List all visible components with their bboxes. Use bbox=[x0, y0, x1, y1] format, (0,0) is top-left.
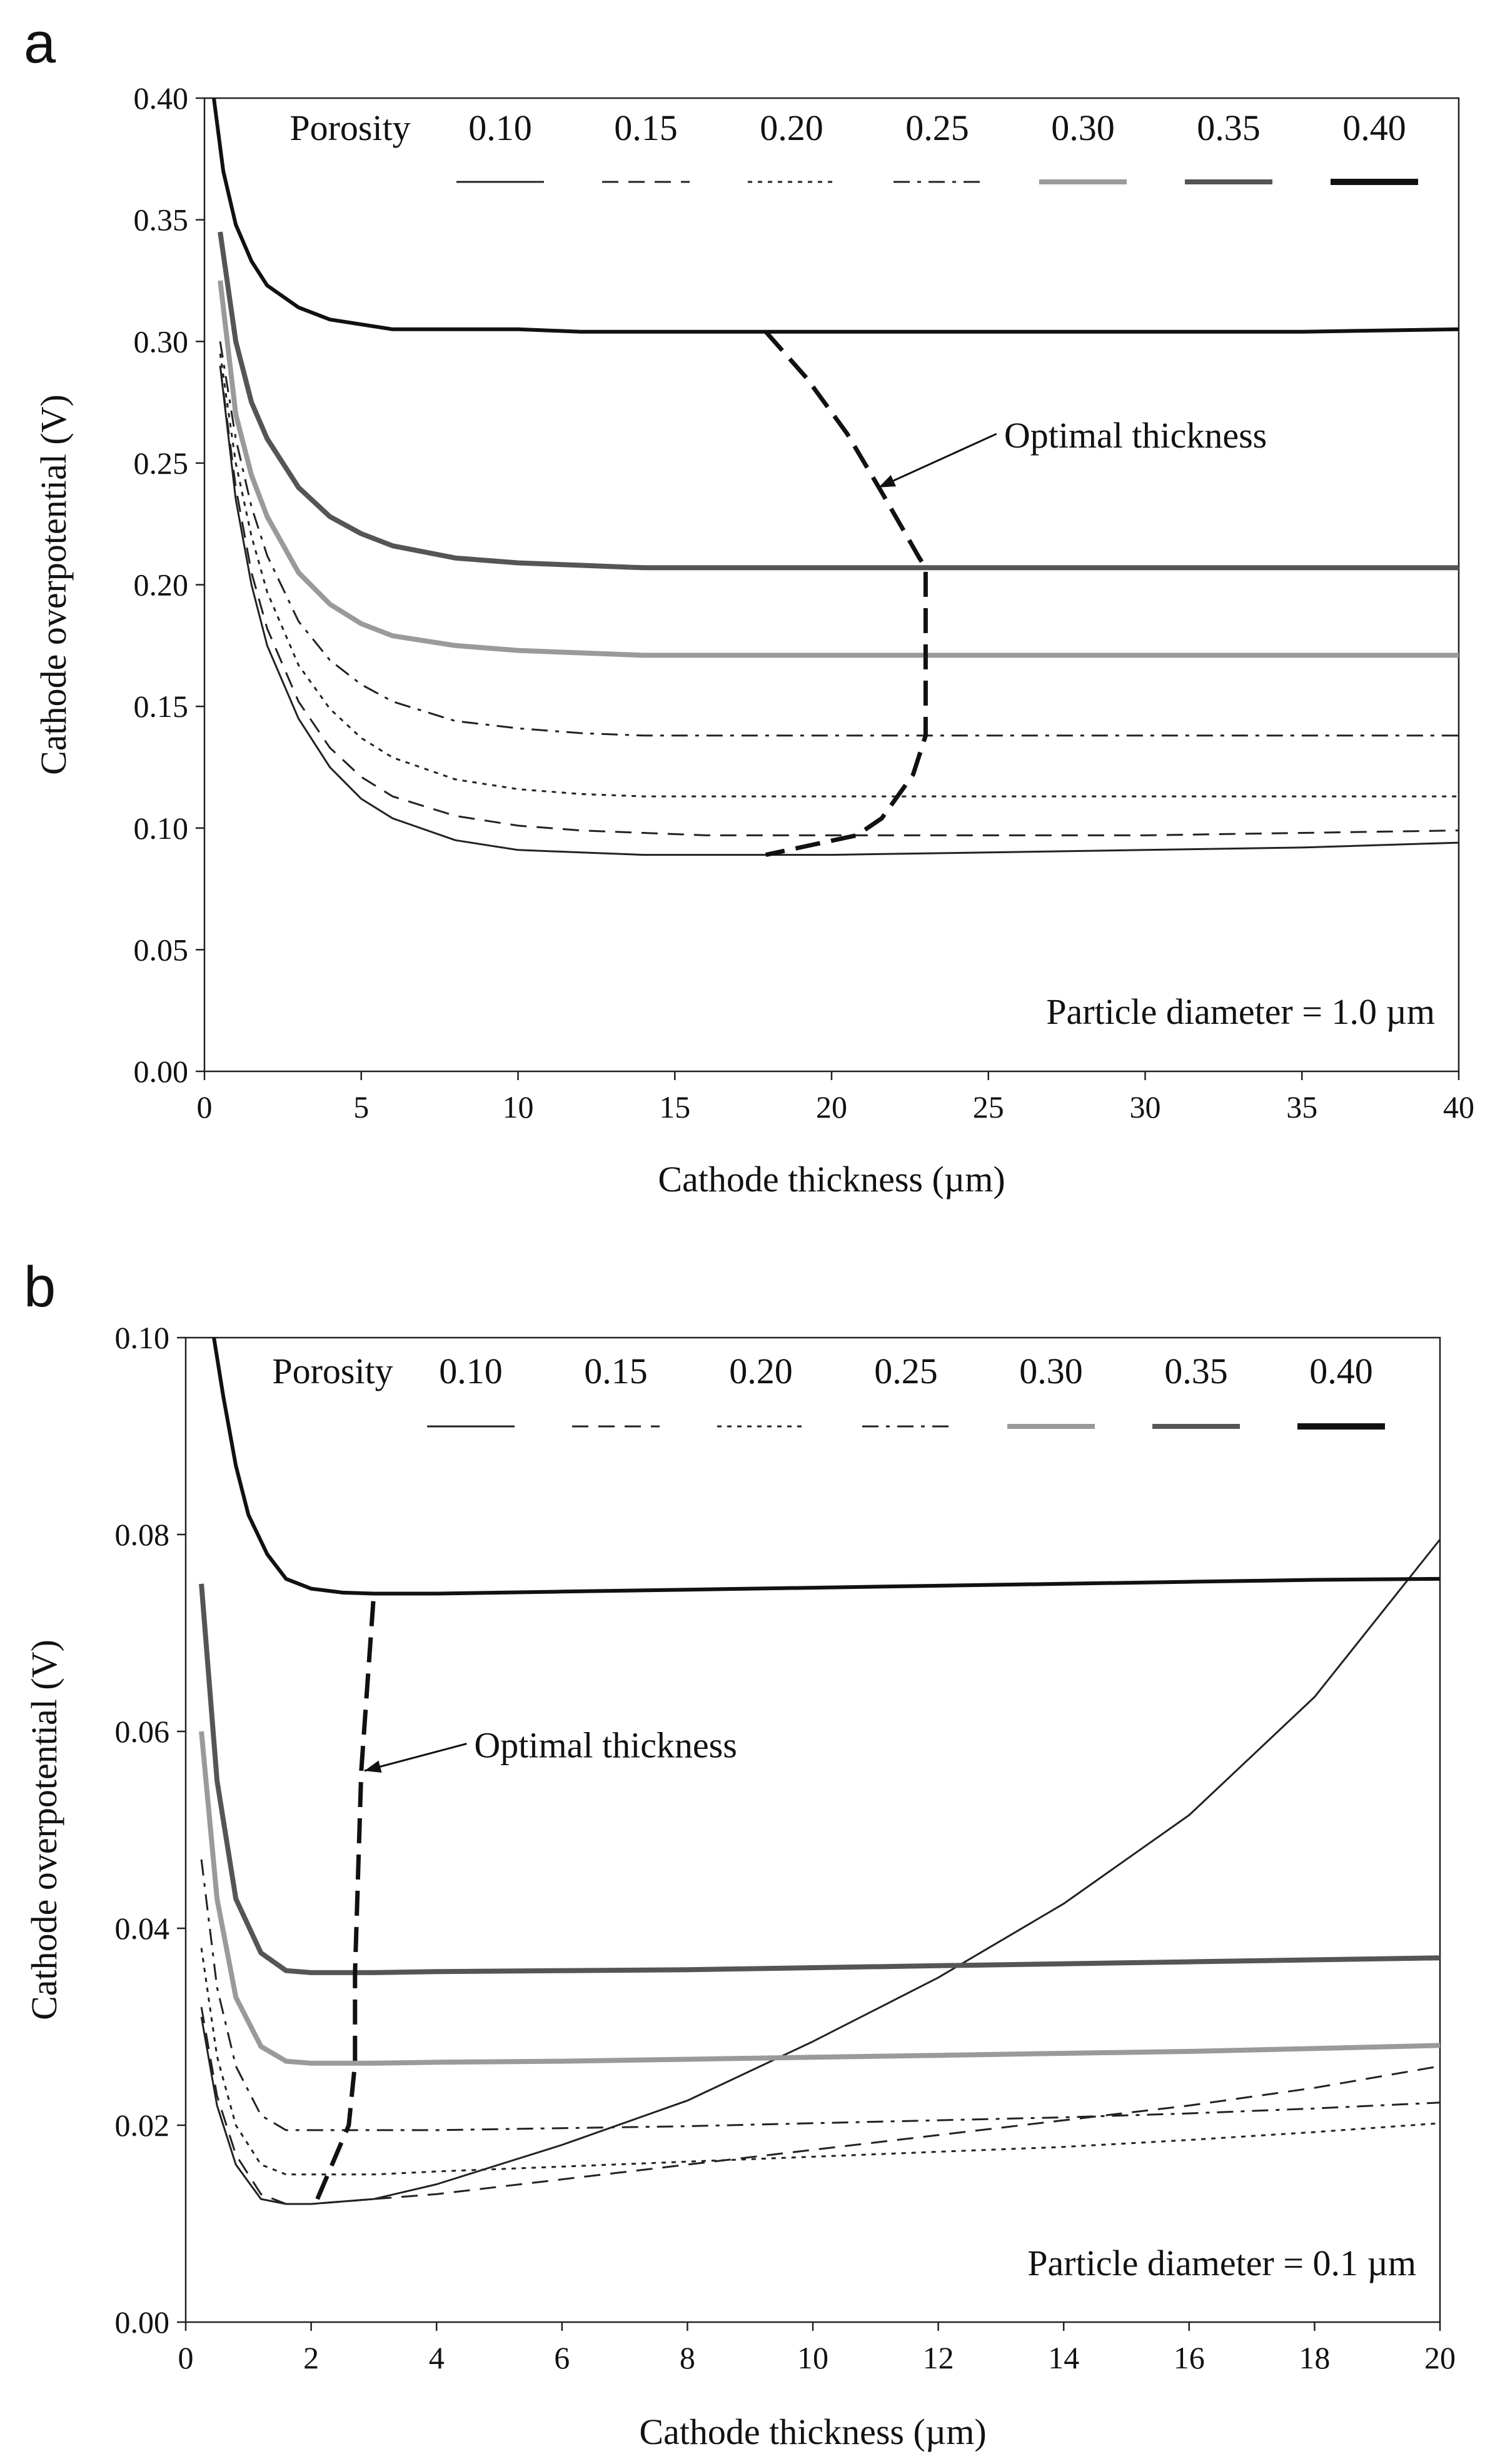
series-line-0.40 bbox=[212, 1338, 1440, 1596]
legend-label: 0.30 bbox=[1019, 1351, 1083, 1391]
x-tick-label: 40 bbox=[1443, 1089, 1474, 1124]
y-tick-label: 0.15 bbox=[134, 689, 189, 724]
legend-label: 0.25 bbox=[874, 1351, 938, 1391]
annotation-arrow-line bbox=[364, 1743, 467, 1772]
series-line-0.10 bbox=[219, 366, 1459, 856]
optimal-thickness-label: Optimal thickness bbox=[474, 1725, 737, 1766]
legend: Porosity 0.10 0.15 0.20 0.25 0.30 0.35 0.40 bbox=[289, 108, 1418, 185]
y-tick-label: 0.10 bbox=[134, 811, 189, 846]
series-group bbox=[199, 1338, 1440, 2205]
x-axis-title: Cathode thickness (µm) bbox=[639, 2411, 986, 2452]
optimal-thickness-label: Optimal thickness bbox=[1004, 415, 1267, 456]
x-tick-label: 25 bbox=[973, 1089, 1004, 1124]
x-tick-label: 14 bbox=[1048, 2340, 1079, 2375]
legend-label: 0.40 bbox=[1342, 108, 1406, 148]
annotation-arrow-head bbox=[364, 1760, 382, 1773]
x-tick-label: 8 bbox=[680, 2340, 695, 2375]
x-tick-label: 15 bbox=[659, 1089, 690, 1124]
y-tick-label: 0.05 bbox=[134, 932, 189, 967]
y-tick-label: 0.08 bbox=[115, 1517, 170, 1552]
series-line-0.30 bbox=[199, 1731, 1440, 2066]
series-line-0.25 bbox=[200, 1859, 1440, 2131]
x-tick-label: 18 bbox=[1299, 2340, 1330, 2375]
particle-diameter-note: Particle diameter = 0.1 µm bbox=[1027, 2243, 1416, 2283]
x-tick-label: 2 bbox=[303, 2340, 319, 2375]
series-group bbox=[212, 98, 1459, 858]
series-line-0.40 bbox=[212, 98, 1459, 334]
legend-label: 0.35 bbox=[1164, 1351, 1228, 1391]
legend-label: 0.40 bbox=[1309, 1351, 1373, 1391]
x-axis-title: Cathode thickness (µm) bbox=[658, 1159, 1005, 1199]
y-tick-label: 0.25 bbox=[134, 446, 189, 481]
panel-b: b 0 2 4 6 8 10 12 14 16 18 20 0.00 0.02 0.04 0.06 0.08 0.… bbox=[24, 1255, 1456, 2452]
series-line-0.15 bbox=[219, 366, 1459, 836]
annotation-arrow-line bbox=[878, 433, 997, 489]
series-line-0.20 bbox=[219, 353, 1459, 798]
x-tick-label: 12 bbox=[923, 2340, 954, 2375]
legend-label: 0.20 bbox=[760, 108, 823, 148]
y-axis-title: Cathode overpotential (V) bbox=[33, 394, 74, 775]
annotation-arrow-head bbox=[878, 474, 897, 488]
legend-label: 0.15 bbox=[614, 108, 678, 148]
legend-title: Porosity bbox=[289, 108, 410, 148]
y-tick-label: 0.00 bbox=[134, 1054, 189, 1089]
series-line-0.35 bbox=[199, 1583, 1440, 1975]
legend-label: 0.20 bbox=[729, 1351, 793, 1391]
y-tick-label: 0.02 bbox=[115, 2108, 170, 2143]
y-axis-title: Cathode overpotential (V) bbox=[24, 1640, 64, 2020]
panel-letter: b bbox=[24, 1255, 56, 1319]
legend-label: 0.30 bbox=[1051, 108, 1115, 148]
panel-a: a 0 5 10 15 20 25 30 35 40 0.00 0.05 0.10 0.15 0.20 0.2… bbox=[24, 11, 1474, 1199]
series-line-0.10 bbox=[200, 1538, 1440, 2205]
series-line-0.20 bbox=[200, 1948, 1440, 2176]
x-tick-label: 16 bbox=[1174, 2340, 1205, 2375]
particle-diameter-note: Particle diameter = 1.0 µm bbox=[1046, 991, 1435, 1032]
y-tick-label: 0.40 bbox=[134, 81, 189, 116]
x-tick-label: 6 bbox=[554, 2340, 570, 2375]
series-line-0.35 bbox=[218, 231, 1459, 571]
x-tick-label: 5 bbox=[353, 1089, 369, 1124]
legend-label: 0.10 bbox=[468, 108, 532, 148]
legend-label: 0.35 bbox=[1197, 108, 1261, 148]
x-tick-label: 4 bbox=[429, 2340, 445, 2375]
y-tick-label: 0.30 bbox=[134, 324, 189, 359]
x-tick-label: 0 bbox=[197, 1089, 213, 1124]
y-tick-label: 0.06 bbox=[115, 1714, 170, 1749]
y-tick-label: 0.35 bbox=[134, 203, 189, 238]
x-tick-label: 10 bbox=[503, 1089, 534, 1124]
y-tick-label: 0.00 bbox=[115, 2305, 170, 2340]
x-tick-label: 20 bbox=[816, 1089, 847, 1124]
x-tick-label: 35 bbox=[1286, 1089, 1317, 1124]
x-tick-label: 20 bbox=[1424, 2340, 1456, 2375]
y-tick-label: 0.20 bbox=[134, 568, 189, 603]
legend-label: 0.15 bbox=[584, 1351, 648, 1391]
x-tick-label: 30 bbox=[1130, 1089, 1161, 1124]
y-tick-label: 0.04 bbox=[115, 1911, 170, 1946]
x-tick-label: 10 bbox=[797, 2340, 828, 2375]
series-line-0.30 bbox=[218, 280, 1459, 658]
legend-label: 0.10 bbox=[439, 1351, 503, 1391]
x-tick-label: 0 bbox=[178, 2340, 194, 2375]
legend: Porosity 0.10 0.15 0.20 0.25 0.30 0.35 0.40 bbox=[272, 1351, 1385, 1430]
series-line-0.25 bbox=[219, 341, 1459, 737]
panel-letter: a bbox=[24, 11, 56, 75]
legend-title: Porosity bbox=[272, 1351, 393, 1391]
optimal-thickness-curve bbox=[764, 330, 928, 858]
legend-label: 0.25 bbox=[905, 108, 969, 148]
y-tick-label: 0.10 bbox=[115, 1320, 170, 1355]
